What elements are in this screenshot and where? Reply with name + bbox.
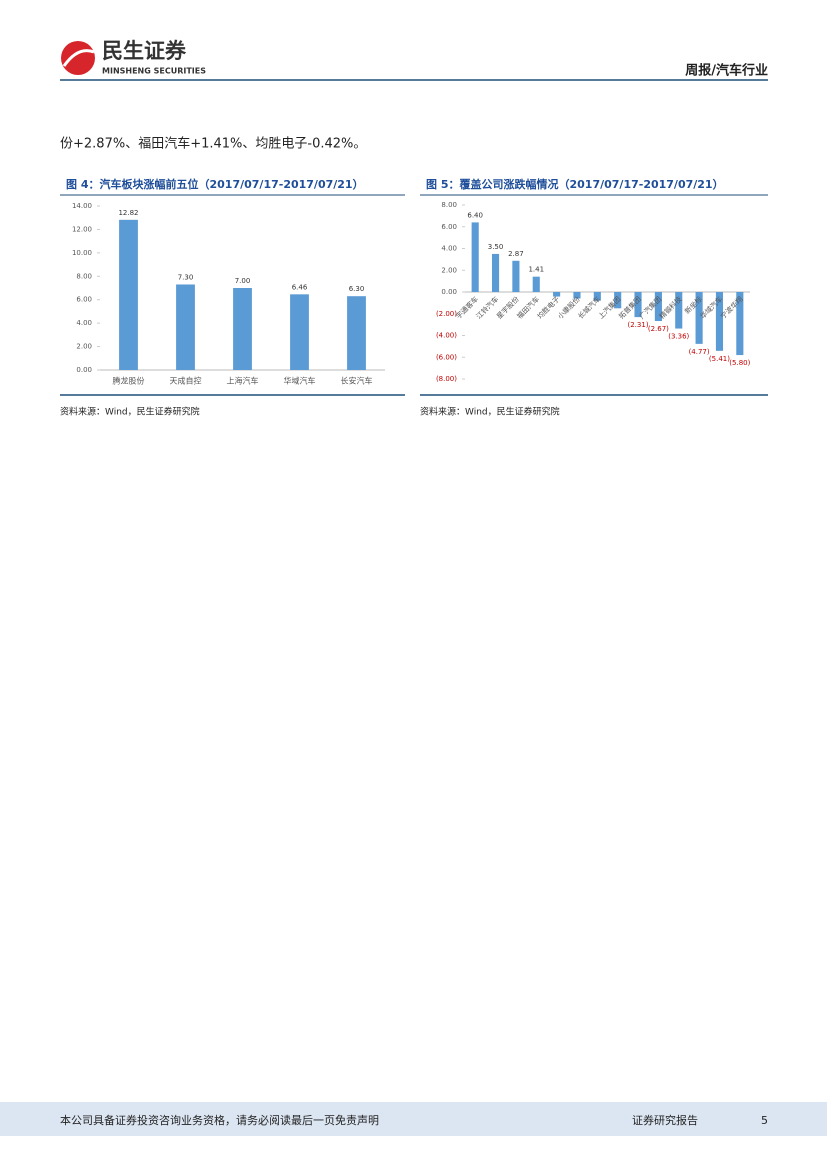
footer-type: 证券研究报告 bbox=[632, 1113, 698, 1127]
footer-page: 5 bbox=[761, 1114, 768, 1127]
data-label: (5.80) bbox=[729, 359, 750, 367]
body-text: 份+2.87%、福田汽车+1.41%、均胜电子-0.42%。 bbox=[60, 136, 366, 152]
bar bbox=[614, 292, 622, 309]
y-tick-label: 4.00 bbox=[76, 319, 92, 327]
data-label: (2.31) bbox=[628, 321, 649, 329]
bar bbox=[573, 292, 581, 299]
bar bbox=[593, 292, 601, 301]
x-tick-label: 天成自控 bbox=[170, 376, 202, 386]
bar bbox=[290, 294, 309, 370]
data-label: (5.41) bbox=[709, 355, 730, 363]
footer-disclaimer: 本公司具备证券投资咨询业务资格，请务必阅读最后一页免责声明 bbox=[60, 1113, 379, 1127]
bar bbox=[176, 284, 195, 370]
data-label: (3.36) bbox=[668, 333, 689, 341]
y-tick-label: 8.00 bbox=[76, 272, 92, 280]
footer-band bbox=[0, 1102, 827, 1136]
logo-icon bbox=[61, 41, 95, 75]
x-tick-label: 腾龙股份 bbox=[113, 376, 145, 386]
section-name: 周报/汽车行业 bbox=[685, 63, 768, 79]
y-tick-label: (6.00) bbox=[436, 353, 457, 361]
y-tick-label: 14.00 bbox=[72, 202, 92, 210]
bar bbox=[695, 292, 703, 344]
bar bbox=[715, 292, 724, 351]
logo-en: MINSHENG SECURITIES bbox=[102, 67, 206, 76]
bar bbox=[654, 292, 662, 322]
bar bbox=[553, 292, 561, 297]
bar bbox=[347, 296, 366, 370]
y-tick-label: 10.00 bbox=[72, 249, 92, 257]
y-tick-label: 0.00 bbox=[76, 366, 92, 374]
y-tick-label: (2.00) bbox=[436, 310, 457, 318]
data-label: 6.46 bbox=[292, 283, 308, 291]
data-label: (2.67) bbox=[648, 325, 669, 333]
x-tick-label: 上海汽车 bbox=[227, 376, 259, 386]
bar bbox=[532, 276, 540, 292]
bar bbox=[471, 222, 479, 292]
data-label: 6.40 bbox=[467, 211, 483, 219]
bar bbox=[675, 292, 683, 329]
y-tick-label: 2.00 bbox=[76, 343, 92, 351]
bar bbox=[491, 253, 500, 292]
data-label: (4.77) bbox=[689, 348, 710, 356]
data-label: 3.50 bbox=[488, 243, 504, 251]
y-tick-label: (8.00) bbox=[436, 375, 457, 383]
bar bbox=[512, 260, 520, 292]
logo-text: 民生证券 bbox=[102, 39, 187, 63]
x-tick-label: 长安汽车 bbox=[341, 376, 373, 386]
data-label: 7.00 bbox=[235, 277, 251, 285]
bar bbox=[233, 288, 252, 370]
bar bbox=[736, 292, 744, 356]
x-tick-label: 华域汽车 bbox=[284, 376, 316, 386]
y-tick-label: 2.00 bbox=[441, 266, 457, 274]
figure-source: 资料来源：Wind，民生证券研究院 bbox=[60, 406, 200, 418]
data-label: 7.30 bbox=[178, 273, 194, 281]
bar bbox=[634, 292, 642, 318]
data-label: 2.87 bbox=[508, 250, 524, 258]
y-tick-label: 12.00 bbox=[72, 225, 92, 233]
y-tick-label: 4.00 bbox=[441, 245, 457, 253]
data-label: 1.41 bbox=[528, 266, 544, 274]
figure-title: 图 5：覆盖公司涨跌幅情况（2017/07/17-2017/07/21） bbox=[426, 177, 724, 191]
logo-swoosh bbox=[62, 49, 95, 67]
data-label: 6.30 bbox=[349, 285, 365, 293]
y-tick-label: (4.00) bbox=[436, 332, 457, 340]
y-tick-label: 6.00 bbox=[76, 296, 92, 304]
data-label: 12.82 bbox=[118, 209, 138, 217]
y-tick-label: 8.00 bbox=[441, 201, 457, 209]
figure-source: 资料来源：Wind，民生证券研究院 bbox=[420, 406, 560, 418]
figure-title: 图 4：汽车板块涨幅前五位（2017/07/17-2017/07/21） bbox=[66, 177, 364, 191]
y-tick-label: 6.00 bbox=[441, 223, 457, 231]
bar bbox=[119, 219, 138, 370]
y-tick-label: 0.00 bbox=[441, 288, 457, 296]
